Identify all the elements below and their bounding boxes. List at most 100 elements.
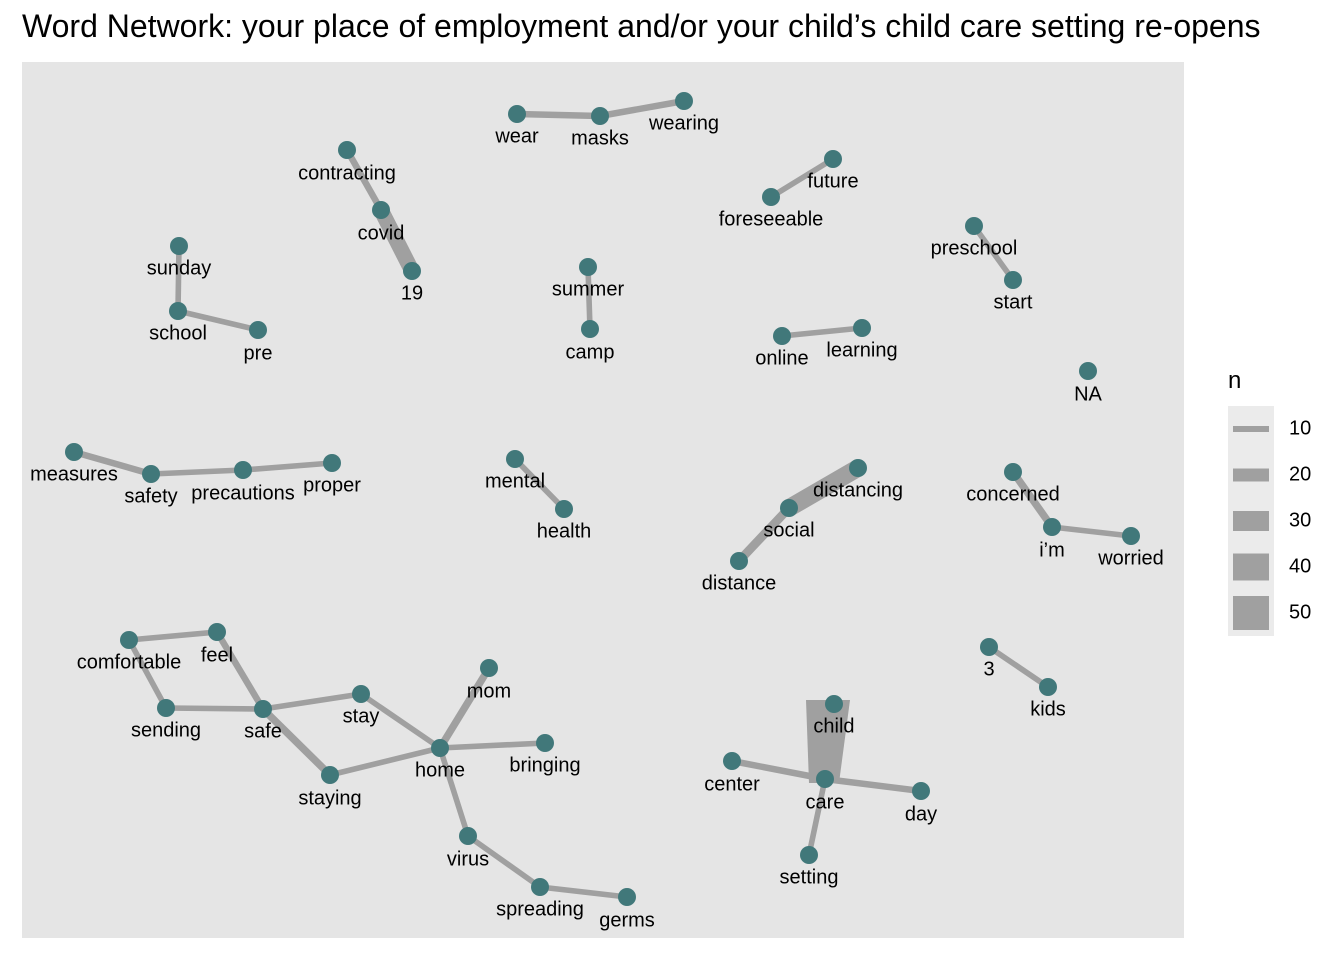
node-virus xyxy=(459,827,477,845)
node-label: i’m xyxy=(1039,539,1065,561)
node-label: precautions xyxy=(191,482,294,504)
node-staying xyxy=(321,766,339,784)
node-label: comfortable xyxy=(77,651,182,673)
node-label: germs xyxy=(599,909,655,931)
node-safety xyxy=(142,465,160,483)
edge-stay-home xyxy=(359,691,442,751)
node-label: spreading xyxy=(496,898,584,920)
node-germs xyxy=(618,888,636,906)
node-start xyxy=(1004,271,1022,289)
node-i’m xyxy=(1043,518,1061,536)
legend-key-50 xyxy=(1233,596,1269,630)
node-summer xyxy=(579,258,597,276)
node-label: stay xyxy=(343,705,380,727)
node-label: feel xyxy=(201,644,233,666)
edge-comfortable-sending xyxy=(126,638,169,710)
node-precautions xyxy=(234,461,252,479)
node-stay xyxy=(352,685,370,703)
node-online xyxy=(773,327,791,345)
edge-mental-health xyxy=(513,457,566,511)
edge-precautions-proper xyxy=(242,460,333,473)
node-learning xyxy=(853,319,871,337)
legend-label-10: 10 xyxy=(1289,417,1311,439)
node-kids xyxy=(1039,678,1057,696)
plot-panel xyxy=(22,62,1184,938)
node-distancing xyxy=(849,459,867,477)
edge-summer-camp xyxy=(585,266,593,330)
node-label: online xyxy=(755,347,808,369)
node-label: future xyxy=(807,170,858,192)
node-home xyxy=(431,739,449,757)
edge-staying-home xyxy=(329,745,441,778)
edge-safety-precautions xyxy=(150,467,244,477)
node-19 xyxy=(403,262,421,280)
node-mental xyxy=(506,450,524,468)
node-label: child xyxy=(813,715,854,737)
node-concerned xyxy=(1004,463,1022,481)
node-label: school xyxy=(149,322,207,344)
edge-virus-spreading xyxy=(466,833,542,890)
node-label: wear xyxy=(494,125,539,147)
node-health xyxy=(555,500,573,518)
node-label: measures xyxy=(30,463,118,485)
node-future xyxy=(824,150,842,168)
edge-social-distancing xyxy=(784,460,863,516)
node-distance xyxy=(730,552,748,570)
node-label: pre xyxy=(244,342,273,364)
node-setting xyxy=(800,846,818,864)
legend: n 10 20 30 40 50 xyxy=(1228,367,1311,636)
node-social xyxy=(780,499,798,517)
edge-i’m-worried xyxy=(1051,524,1132,539)
node-label: sunday xyxy=(147,257,212,279)
node-label: worried xyxy=(1097,547,1164,569)
node-label: camp xyxy=(566,341,615,363)
legend-key-10 xyxy=(1233,426,1269,432)
edge-child-care xyxy=(806,700,850,783)
edge-safe-staying xyxy=(260,706,333,778)
node-school xyxy=(169,302,187,320)
edge-3-kids xyxy=(987,644,1050,690)
node-label: staying xyxy=(298,787,361,809)
node-label: virus xyxy=(447,848,489,870)
node-label: center xyxy=(704,773,760,795)
node-comfortable xyxy=(120,631,138,649)
edge-center-care xyxy=(731,757,826,783)
node-label: setting xyxy=(780,866,839,888)
node-mom xyxy=(480,659,498,677)
edge-foreseeable-future xyxy=(769,156,835,200)
node-label: summer xyxy=(552,278,625,300)
node-sending xyxy=(157,699,175,717)
node-sunday xyxy=(170,237,188,255)
edge-care-day xyxy=(824,775,922,795)
node-label: contracting xyxy=(298,162,396,184)
edge-online-learning xyxy=(781,325,863,339)
labels-layer: wear masks wearing contracting covid 19 future… xyxy=(30,112,1164,931)
edge-feel-safe xyxy=(214,630,266,711)
node-label: NA xyxy=(1074,383,1102,405)
edge-contracting-covid xyxy=(344,148,384,212)
node-3 xyxy=(980,638,998,656)
edge-school-pre xyxy=(177,308,259,333)
legend-label-30: 30 xyxy=(1289,509,1311,531)
node-label: mom xyxy=(467,680,511,702)
node-proper xyxy=(323,454,341,472)
node-safe xyxy=(254,700,272,718)
node-label: care xyxy=(806,791,845,813)
node-spreading xyxy=(531,878,549,896)
chart-title: Word Network: your place of employment a… xyxy=(22,8,1261,44)
node-preschool xyxy=(965,217,983,235)
node-label: bringing xyxy=(509,754,580,776)
node-label: foreseeable xyxy=(719,208,824,230)
node-label: wearing xyxy=(648,112,719,134)
nodes-layer xyxy=(65,92,1140,906)
node-label: day xyxy=(905,803,937,825)
edge-sunday-school xyxy=(175,245,182,312)
legend-key-30 xyxy=(1233,511,1269,531)
edge-home-bringing xyxy=(439,740,546,751)
node-label: kids xyxy=(1030,698,1066,720)
edge-home-virus xyxy=(437,747,471,837)
edge-care-setting xyxy=(806,778,828,856)
node-label: sending xyxy=(131,719,201,741)
legend-label-20: 20 xyxy=(1289,463,1311,485)
